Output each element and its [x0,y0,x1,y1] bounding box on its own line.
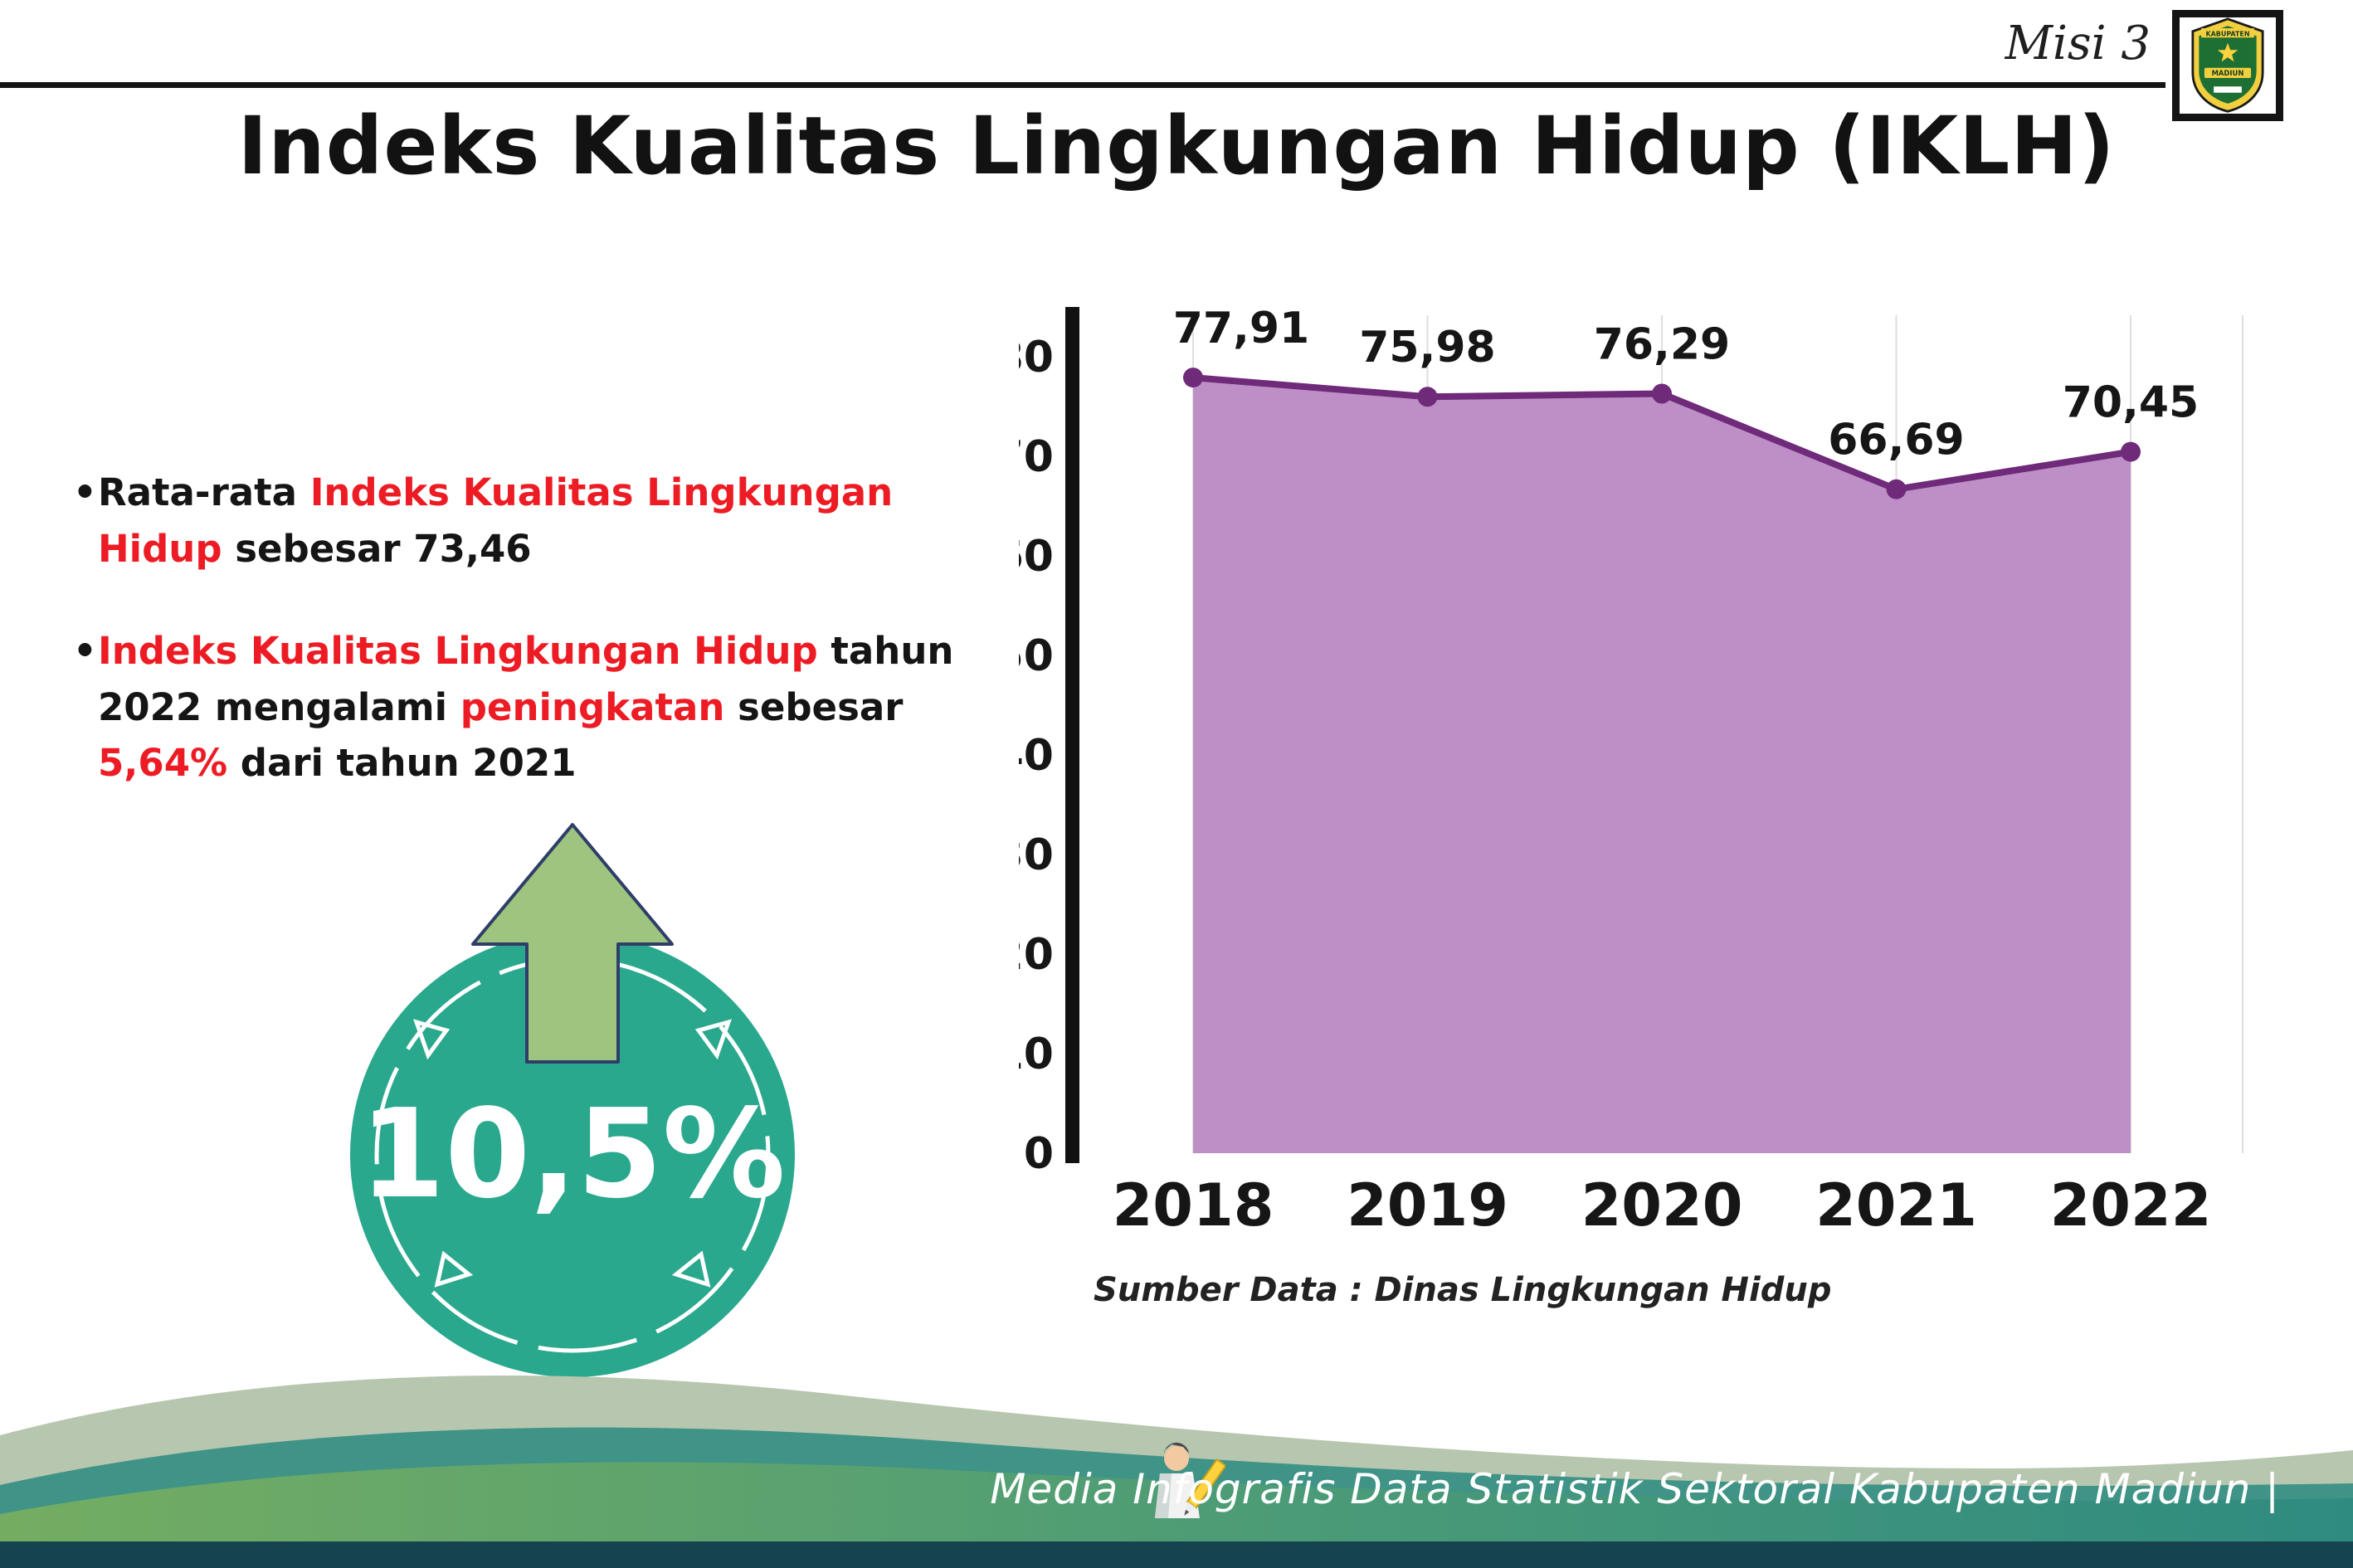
crest-top-banner [2201,28,2254,38]
svg-text:30: 30 [1019,830,1054,880]
misi-label: Misi 3 [2005,17,2151,71]
bullet2-highlight-1: Indeks Kualitas Lingkungan Hidup [98,629,818,673]
svg-text:60: 60 [1019,532,1054,582]
svg-text:70,45: 70,45 [2063,378,2199,428]
chart-point-labels: 77,91 75,98 76,29 66,69 70,45 [1173,304,2199,465]
crest-star-icon [2217,42,2239,62]
crest-bottom-text: MADIUN [2212,69,2244,77]
svg-text:76,29: 76,29 [1594,320,1730,370]
svg-text:70: 70 [1019,432,1054,482]
iklh-chart-svg: 77,91 75,98 76,29 66,69 70,45 0 10 20 30 40 50 60 70… [994,304,2243,1239]
chart-y-tick-labels: 0 10 20 30 40 50 60 70 80 [994,333,1054,1179]
badge-triangle-icon [413,1019,451,1060]
increase-badge-svg: 10,5% [350,823,795,1377]
bullet-average-iklh: • Rata-rata Indeks Kualitas Lingkungan Hi… [73,465,1011,577]
header-divider [0,82,2165,88]
chart-points [1183,368,2141,499]
svg-text:0: 0 [1024,1129,1054,1179]
bullet-marker: • [73,629,97,673]
bullet2-text-2: sebesar [724,684,904,729]
bullet1-highlight: Indeks Kualitas Lingkungan Hidup [98,470,894,571]
svg-text:77,91: 77,91 [1173,304,1309,353]
chart-y-axis [1065,307,1079,1163]
svg-text:10: 10 [1019,1030,1054,1079]
kabupaten-madiun-logo: KABUPATEN MADIUN [2172,10,2283,121]
up-arrow-icon [471,823,674,1064]
page-title: Indeks Kualitas Lingkungan Hidup (IKLH) [237,100,2116,192]
svg-text:66,69: 66,69 [1828,416,1964,465]
svg-text:2020: 2020 [1581,1171,1743,1239]
bullet2-text-3: dari tahun 2021 [227,741,577,785]
svg-text:75,98: 75,98 [1359,323,1495,373]
svg-text:40: 40 [1019,731,1054,781]
crest-top-text: KABUPATEN [2206,30,2250,37]
crest-bottom-banner [2204,67,2252,78]
svg-text:2018: 2018 [1113,1171,1274,1239]
badge-value: 10,5% [359,1083,785,1225]
bullet1-text-post: sebesar 73,46 [222,526,532,571]
bullet2-text-1: tahun 2022 mengalami [98,629,954,729]
chart-area [1193,377,2131,1153]
footer-text: Media Infografis Data Statistik Sektoral… [990,1465,2280,1513]
kabupaten-madiun-crest: KABUPATEN MADIUN [2191,17,2264,113]
svg-text:50: 50 [1019,631,1054,681]
increase-badge: 10,5% [330,813,816,1394]
summary-bullets: • Rata-rata Indeks Kualitas Lingkungan Hi… [73,465,1011,838]
svg-text:80: 80 [1019,333,1054,382]
crest-field [2199,26,2257,104]
badge-triangle-icon [671,1250,711,1288]
svg-text:2019: 2019 [1347,1171,1508,1239]
bullet-increase-2022: • Indeks Kualitas Lingkungan Hidup tahun … [73,623,1011,791]
chart-source: Sumber Data : Dinas Lingkungan Hidup [1094,1271,1832,1309]
badge-triangle-icon [694,1019,732,1060]
svg-text:2021: 2021 [1815,1171,1977,1239]
bullet2-highlight-3: 5,64% [98,741,228,785]
bullet2-highlight-2: peningkatan [460,684,725,729]
chart-x-tick-labels: 2018 2019 2020 2021 2022 [1113,1171,2212,1239]
svg-text:20: 20 [1019,930,1054,980]
bullet1-text-pre: Rata-rata [98,470,310,514]
svg-text:2022: 2022 [2050,1171,2212,1239]
bullet-marker: • [73,470,97,514]
badge-triangle-icon [434,1250,474,1288]
iklh-chart: 77,91 75,98 76,29 66,69 70,45 0 10 20 30 40 50 60 70… [994,295,2273,1257]
mascot-icon [1155,1442,1225,1518]
crest-ribbon [2214,86,2242,93]
footer-bottom-strip [0,1541,2353,1568]
